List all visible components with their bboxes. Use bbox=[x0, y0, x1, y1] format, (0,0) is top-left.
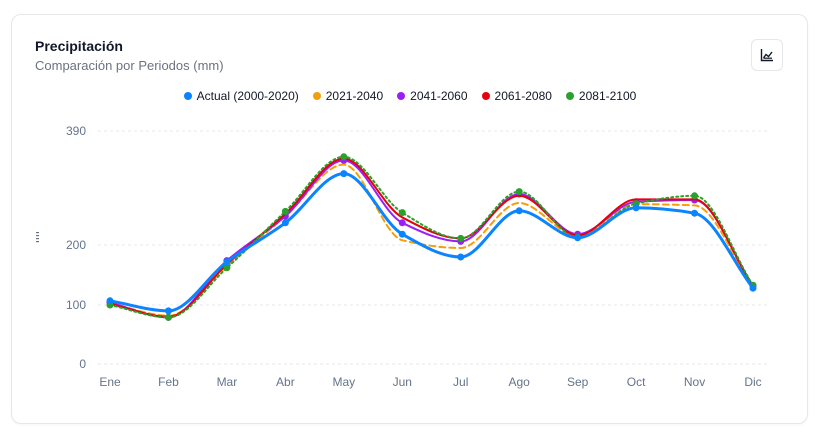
legend-item-2[interactable]: 2041-2060 bbox=[397, 89, 468, 103]
data-point bbox=[515, 207, 523, 215]
legend-swatch bbox=[565, 92, 574, 100]
data-point bbox=[691, 192, 699, 200]
x-tick-label: Ago bbox=[509, 375, 531, 389]
data-point bbox=[398, 219, 406, 227]
data-point bbox=[340, 170, 348, 178]
chart-legend: Actual (2000-2020) 2021-2040 2041-2060 2061… bbox=[0, 89, 820, 103]
legend-label: 2061-2080 bbox=[494, 89, 552, 103]
legend-item-3[interactable]: 2061-2080 bbox=[481, 89, 552, 103]
legend-item-4[interactable]: 2081-2100 bbox=[565, 89, 637, 103]
legend-swatch bbox=[312, 92, 321, 100]
series-line bbox=[109, 155, 754, 319]
series-0 bbox=[106, 170, 757, 315]
x-tick-label: Oct bbox=[627, 375, 646, 389]
y-tick-label: 200 bbox=[66, 238, 86, 252]
series-4 bbox=[106, 153, 757, 321]
x-tick-label: Feb bbox=[158, 375, 179, 389]
x-tick-label: Nov bbox=[684, 375, 705, 389]
x-tick-label: Jun bbox=[393, 375, 412, 389]
data-point bbox=[632, 204, 640, 212]
legend-swatch bbox=[397, 92, 406, 100]
data-point bbox=[398, 230, 406, 238]
data-point bbox=[164, 307, 172, 315]
y-axis-ticks: 0 100 200 390 bbox=[66, 124, 86, 371]
legend-label: 2021-2040 bbox=[325, 89, 384, 103]
legend-label: 2041-2060 bbox=[410, 89, 468, 103]
legend-item-1[interactable]: 2021-2040 bbox=[312, 89, 384, 103]
data-point bbox=[281, 207, 289, 215]
chart-icon bbox=[760, 49, 773, 62]
data-point bbox=[457, 253, 465, 261]
series-line bbox=[109, 157, 754, 318]
y-tick-label: 100 bbox=[66, 298, 86, 312]
data-point bbox=[749, 284, 757, 292]
series-3 bbox=[109, 157, 754, 318]
data-point bbox=[574, 234, 582, 242]
y-tick-label: 0 bbox=[79, 357, 86, 371]
x-tick-label: Abr bbox=[276, 375, 295, 389]
data-point bbox=[691, 209, 699, 217]
x-tick-label: Dic bbox=[744, 375, 761, 389]
x-tick-label: Sep bbox=[567, 375, 589, 389]
chart-type-button[interactable] bbox=[751, 39, 783, 71]
x-tick-label: May bbox=[332, 375, 355, 389]
legend-swatch bbox=[481, 92, 490, 100]
data-point bbox=[457, 234, 465, 242]
series-2 bbox=[106, 156, 757, 321]
series-line bbox=[109, 163, 754, 317]
data-point bbox=[106, 297, 114, 305]
data-point bbox=[223, 264, 231, 272]
x-tick-label: Ene bbox=[99, 375, 121, 389]
x-axis-ticks: Ene Feb Mar Abr May Jun Jul Ago Sep Oct Nov Dic bbox=[99, 375, 761, 389]
legend-label: Actual (2000-2020) bbox=[196, 89, 299, 103]
data-point bbox=[281, 219, 289, 227]
grid-layer bbox=[98, 130, 768, 365]
data-point bbox=[340, 153, 348, 161]
y-axis-marker bbox=[36, 232, 39, 243]
legend-item-0[interactable]: Actual (2000-2020) bbox=[183, 89, 299, 103]
data-point bbox=[223, 258, 231, 266]
y-tick-label: 390 bbox=[66, 124, 86, 138]
series-1 bbox=[109, 163, 754, 317]
legend-swatch bbox=[183, 92, 192, 100]
series-layer bbox=[106, 153, 757, 321]
x-tick-label: Mar bbox=[217, 375, 238, 389]
legend-label: 2081-2100 bbox=[578, 89, 637, 103]
series-line bbox=[109, 159, 754, 319]
data-point bbox=[398, 209, 406, 217]
chart-card bbox=[11, 14, 808, 424]
chart-subtitle: Comparación por Periodos (mm) bbox=[35, 58, 224, 73]
data-point bbox=[515, 188, 523, 196]
data-point bbox=[164, 313, 172, 321]
x-tick-label: Jul bbox=[453, 375, 468, 389]
chart-title: Precipitación bbox=[35, 38, 123, 54]
